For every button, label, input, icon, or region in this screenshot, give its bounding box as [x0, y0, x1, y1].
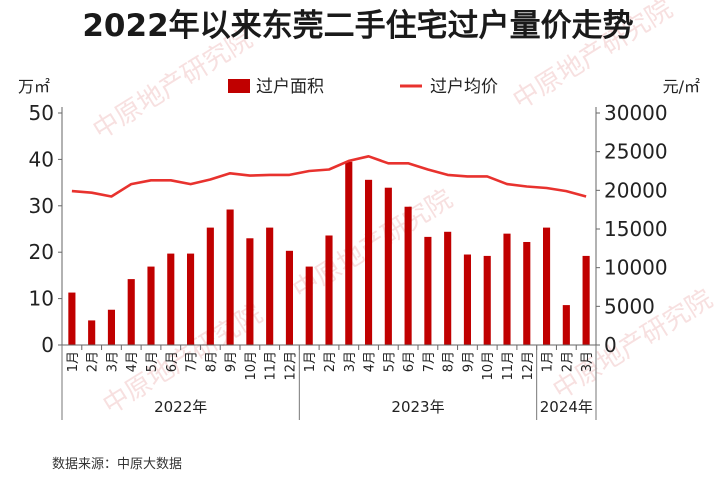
bar-14 [345, 161, 353, 345]
bar-23 [523, 241, 531, 345]
x-tick-label: 6月 [402, 351, 417, 372]
x-tick-label: 2月 [86, 351, 101, 372]
x-tick-label: 2月 [560, 351, 575, 372]
bar-11 [285, 250, 294, 345]
legend-line-label: 过户均价 [430, 77, 498, 97]
bar-17 [404, 206, 412, 345]
x-tick-label: 1月 [541, 351, 556, 372]
bar-8 [226, 209, 234, 345]
bar-0 [68, 292, 76, 345]
bar-12 [305, 266, 313, 345]
x-tick-label: 9月 [224, 351, 239, 372]
x-tick-label: 7月 [185, 351, 200, 372]
x-axis: 1月 2月 3月 4月 5月 6月 7月 8月 9月 10月 11月 12月 1月 2月 3月 4月 5月 6月 7… [61, 344, 597, 420]
x-tick-label: 5月 [145, 351, 160, 372]
right-tick-label: 30000 [604, 101, 668, 125]
left-tick-label: 40 [29, 147, 54, 171]
line-series [71, 155, 587, 198]
x-tick-label: 3月 [105, 351, 120, 372]
x-tick-label: 10月 [244, 351, 259, 381]
bar-24 [542, 227, 551, 345]
bar-21 [483, 255, 491, 345]
left-axis-unit: 万㎡ [18, 77, 50, 96]
x-tick-label: 4月 [363, 351, 378, 372]
bar-18 [424, 236, 432, 345]
bar-6 [186, 253, 195, 345]
legend-bar-label: 过户面积 [256, 77, 324, 97]
x-tick-label: 10月 [481, 351, 496, 381]
x-tick-label: 8月 [442, 351, 457, 372]
right-tick-label: 15000 [604, 217, 668, 241]
bar-1 [88, 320, 96, 345]
x-tick-label: 4月 [125, 351, 140, 372]
source-note: 数据来源：中原大数据 [52, 457, 182, 472]
left-tick-label: 0 [41, 333, 54, 357]
right-tick-label: 20000 [604, 178, 668, 202]
bar-4 [147, 266, 155, 345]
watermark-2: 中原地产研究院 [288, 184, 458, 306]
bar-15 [364, 179, 373, 345]
year-label-0: 2022年 [154, 398, 207, 416]
legend-bar-swatch [228, 79, 250, 93]
x-tick-label: 3月 [580, 351, 595, 372]
bar-22 [503, 233, 511, 345]
left-tick-label: 50 [29, 101, 54, 125]
bar-7 [206, 227, 214, 345]
bar-10 [266, 227, 274, 345]
left-axis: 0 10 20 30 40 50 [29, 101, 63, 357]
bar-19 [444, 231, 452, 345]
x-tick-label: 5月 [382, 351, 397, 372]
left-tick-label: 10 [29, 287, 54, 311]
x-tick-label: 12月 [521, 351, 536, 381]
year-label-1: 2023年 [391, 398, 444, 416]
x-tick-label: 11月 [264, 351, 279, 381]
bar-5 [167, 253, 175, 345]
right-tick-label: 0 [604, 333, 617, 357]
x-tick-label: 3月 [343, 351, 358, 372]
x-tick-label: 9月 [461, 351, 476, 372]
x-tick-label: 8月 [204, 351, 219, 372]
year-label-2: 2024年 [540, 398, 593, 416]
left-tick-label: 30 [29, 194, 54, 218]
bar-20 [463, 254, 472, 345]
x-tick-label: 6月 [165, 351, 180, 372]
x-tick-label: 12月 [283, 351, 298, 381]
x-tick-label: 11月 [501, 351, 516, 381]
right-axis: 0 5000 10000 15000 20000 25000 30000 [595, 101, 668, 357]
bar-25 [562, 305, 570, 345]
bar-16 [384, 187, 392, 345]
left-tick-label: 20 [29, 240, 54, 264]
x-tick-label: 1月 [66, 351, 81, 372]
bar-26 [582, 255, 590, 345]
right-axis-unit: 元/㎡ [663, 77, 700, 96]
bar-2 [107, 309, 116, 345]
x-tick-label: 7月 [422, 351, 437, 372]
bar-9 [246, 238, 254, 345]
legend: 过户面积 过户均价 [228, 77, 498, 97]
chart-title: 2022年以来东莞二手住宅过户量价走势 [82, 8, 633, 44]
right-tick-label: 5000 [604, 294, 655, 318]
bar-13 [325, 235, 333, 345]
price-line-path [71, 155, 587, 198]
bar-series [68, 161, 590, 345]
right-tick-label: 25000 [604, 140, 668, 164]
right-tick-label: 10000 [604, 256, 668, 280]
x-tick-label: 1月 [303, 351, 318, 372]
x-tick-label: 2月 [323, 351, 338, 372]
bar-3 [127, 279, 135, 345]
